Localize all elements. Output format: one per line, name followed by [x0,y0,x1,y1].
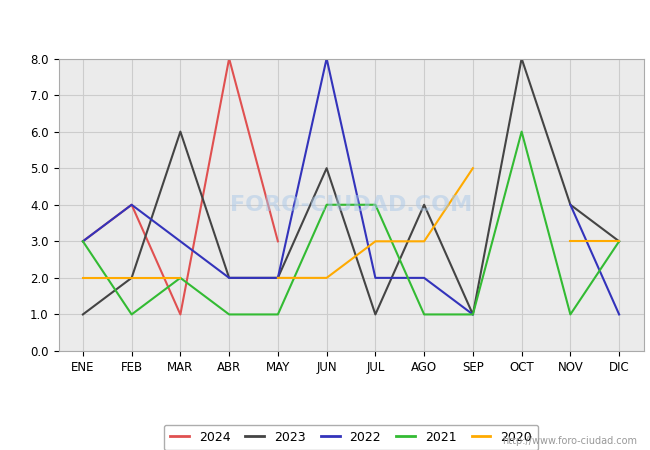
2021 [517,129,525,134]
2024 [225,56,233,61]
2024 [177,312,185,317]
2020 [177,275,185,281]
Line: 2022: 2022 [83,58,473,315]
2021 [274,312,282,317]
2020 [127,275,136,281]
2022 [225,275,233,281]
2023 [225,275,233,281]
2023 [566,202,575,207]
2024 [79,238,87,244]
2022 [79,238,87,244]
2021 [127,312,136,317]
2020 [79,275,87,281]
Line: 2023: 2023 [83,58,619,315]
2023 [420,202,428,207]
2022 [372,275,380,281]
Text: http://www.foro-ciudad.com: http://www.foro-ciudad.com [502,436,637,446]
2022 [420,275,428,281]
2021 [566,312,575,317]
Line: 2024: 2024 [83,58,278,315]
2023 [274,275,282,281]
2021 [322,202,330,207]
2023 [517,56,525,61]
2021 [177,275,185,281]
2023 [372,312,380,317]
2023 [177,129,185,134]
2022 [177,238,185,244]
2021 [420,312,428,317]
2022 [469,312,477,317]
2023 [127,275,136,281]
2024 [274,238,282,244]
2022 [127,202,136,207]
2023 [615,238,623,244]
2021 [469,312,477,317]
2021 [372,202,380,207]
2021 [615,238,623,244]
Line: 2021: 2021 [83,131,619,315]
2023 [79,312,87,317]
Legend: 2024, 2023, 2022, 2021, 2020: 2024, 2023, 2022, 2021, 2020 [164,424,538,450]
2023 [469,312,477,317]
2022 [274,275,282,281]
2023 [322,166,330,171]
2024 [127,202,136,207]
2022 [322,56,330,61]
2021 [225,312,233,317]
Text: FORO-CIUDAD.COM: FORO-CIUDAD.COM [230,195,472,215]
2021 [79,238,87,244]
Text: Matriculaciones de Vehiculos en Argoños: Matriculaciones de Vehiculos en Argoños [155,14,495,32]
